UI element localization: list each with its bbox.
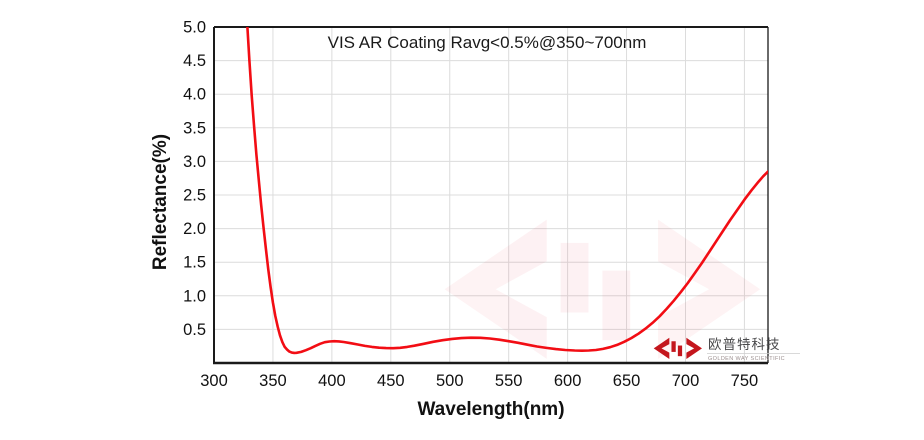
x-tick-label: 300 xyxy=(200,372,228,390)
y-tick-label: 4.5 xyxy=(183,52,206,70)
x-tick-label: 600 xyxy=(554,372,582,390)
x-tick-label: 500 xyxy=(436,372,464,390)
x-tick-label: 750 xyxy=(731,372,759,390)
y-tick-label: 2.0 xyxy=(183,220,206,238)
plot-border xyxy=(213,26,769,365)
brand-name-cn: 欧普特科技 xyxy=(708,337,781,352)
x-tick-label: 700 xyxy=(672,372,700,390)
x-tick-label: 350 xyxy=(259,372,287,390)
x-tick-labels: 300 350 400 450 500 550 600 650 700 750 xyxy=(200,372,758,390)
x-axis-title: Wavelength(nm) xyxy=(417,399,564,420)
x-tick-label: 550 xyxy=(495,372,523,390)
brand-logo: 欧普特科技 GOLDEN WAY SCIENTIFIC xyxy=(653,337,800,362)
y-tick-label: 5.0 xyxy=(183,19,206,37)
y-tick-label: 3.5 xyxy=(183,119,206,137)
x-tick-label: 650 xyxy=(613,372,641,390)
x-tick-label: 450 xyxy=(377,372,405,390)
y-tick-label: 4.0 xyxy=(183,86,206,104)
y-axis-title: Reflectance(%) xyxy=(150,134,171,270)
y-tick-label: 1.0 xyxy=(183,287,206,305)
y-tick-label: 1.5 xyxy=(183,254,206,272)
brand-name-en: GOLDEN WAY SCIENTIFIC xyxy=(708,356,785,362)
y-tick-label: 3.0 xyxy=(183,153,206,171)
y-tick-label: 0.5 xyxy=(183,321,206,339)
x-tick-label: 400 xyxy=(318,372,346,390)
y-tick-labels: 0.5 1.0 1.5 2.0 2.5 3.0 3.5 4.0 4.5 5.0 xyxy=(183,19,206,339)
reflectance-curve xyxy=(246,27,768,355)
chart-title: VIS AR Coating Ravg<0.5%@350~700nm xyxy=(328,33,647,52)
gridlines xyxy=(214,27,768,363)
y-tick-label: 2.5 xyxy=(183,187,206,205)
